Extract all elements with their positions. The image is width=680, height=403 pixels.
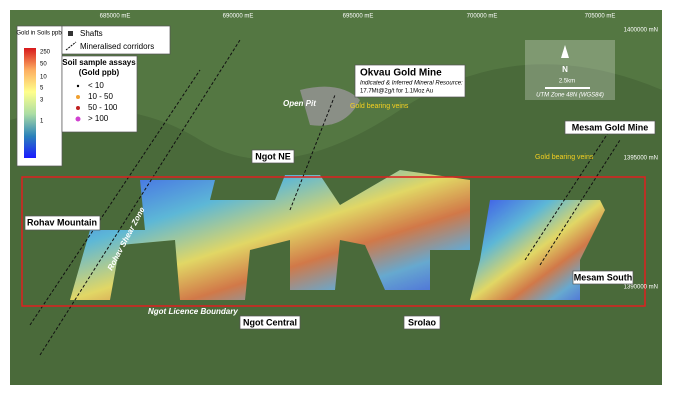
north-label: N: [562, 65, 568, 74]
scale-tick: 50: [40, 62, 47, 68]
assay-class: < 10: [88, 81, 104, 90]
northing-label: 1395000 mN: [624, 156, 658, 162]
scale-title: Gold in Soils ppb: [16, 31, 62, 37]
assay-class: 10 - 50: [88, 92, 113, 101]
legend-shafts: Shafts: [80, 29, 103, 38]
ngot-central-box: [239, 315, 301, 330]
projection: UTM Zone 48N (WGS84): [536, 93, 604, 99]
northing-label: 1390000 mN: [624, 285, 658, 291]
legend: Gold in Soils ppb 250 50 10 5 3 1 Shafts…: [16, 25, 171, 167]
scale-tick: 1: [40, 119, 44, 125]
color-scale: [24, 48, 36, 158]
scale-tick: 10: [40, 75, 47, 81]
srolao-box: [403, 315, 441, 330]
soil-grid: [70, 170, 605, 300]
assay-symbol: [75, 116, 81, 122]
assay-unit: (Gold ppb): [79, 68, 120, 77]
mesam-label: Mesam Gold Mine: [572, 122, 649, 132]
mesam-south-label: Mesam South: [574, 272, 633, 282]
licence-boundary: [21, 176, 646, 307]
easting-label: 705000 mE: [585, 14, 616, 20]
scale-box: [16, 25, 63, 167]
ngot-ne-box: [251, 149, 295, 164]
legend-corridors: Mineralised corridors: [80, 42, 154, 51]
easting-label: 690000 mE: [223, 14, 254, 20]
veins-label: Gold bearing veins: [535, 154, 594, 161]
resource-line: 17.7Mt@2g/t for 1.1Moz Au: [360, 89, 433, 95]
rohav-box: [24, 215, 101, 231]
north-panel: [525, 40, 615, 100]
scale-tick: 250: [40, 50, 51, 56]
terrain: [10, 10, 662, 160]
okvau-box: [354, 64, 466, 98]
northing-label: 1400000 mN: [624, 28, 658, 34]
assay-class: > 100: [88, 114, 109, 123]
scale-tick: 5: [40, 86, 44, 92]
assay-symbol: [76, 95, 80, 99]
resource-line: Indicated & Inferred Mineral Resource:: [360, 81, 463, 87]
assay-symbol: [76, 84, 80, 88]
open-pit-label: Open Pit: [283, 99, 316, 108]
mesam-south-box: [572, 270, 634, 285]
assay-class: 50 - 100: [88, 103, 118, 112]
shaft-symbol: [68, 31, 73, 36]
assay-title: Soil sample assays: [62, 58, 136, 67]
ngot-ne-label: Ngot NE: [255, 151, 291, 161]
scale-label: 2.5km: [559, 79, 575, 85]
symbol-box: [61, 25, 171, 55]
easting-label: 700000 mE: [467, 14, 498, 20]
easting-label: 685000 mE: [100, 14, 131, 20]
veins-label: Gold bearing veins: [350, 103, 409, 110]
scale-tick: 3: [40, 98, 44, 104]
rohav-label: Rohav Mountain: [27, 217, 97, 227]
soil-anomaly-east: [470, 200, 605, 300]
okvau-label: Okvau Gold Mine: [360, 68, 442, 79]
srolao-label: Srolao: [408, 317, 437, 327]
mineralised-corridors: [29, 39, 621, 356]
boundary-label: Ngot Licence Boundary: [148, 307, 238, 316]
soil-anomaly-west: [70, 170, 470, 300]
grid-labels: 685000 mE 690000 mE 695000 mE 700000 mE …: [100, 14, 658, 291]
ngot-central-label: Ngot Central: [243, 317, 297, 327]
assay-symbol: [76, 106, 80, 110]
north-arrow: N 2.5km UTM Zone 48N (WGS84): [525, 40, 615, 100]
open-pit-area: [300, 86, 360, 126]
easting-label: 695000 mE: [343, 14, 374, 20]
mesam-box: [564, 120, 656, 135]
assay-box: [61, 55, 138, 133]
corridor-symbol: [65, 41, 77, 51]
arrow: [561, 45, 569, 58]
